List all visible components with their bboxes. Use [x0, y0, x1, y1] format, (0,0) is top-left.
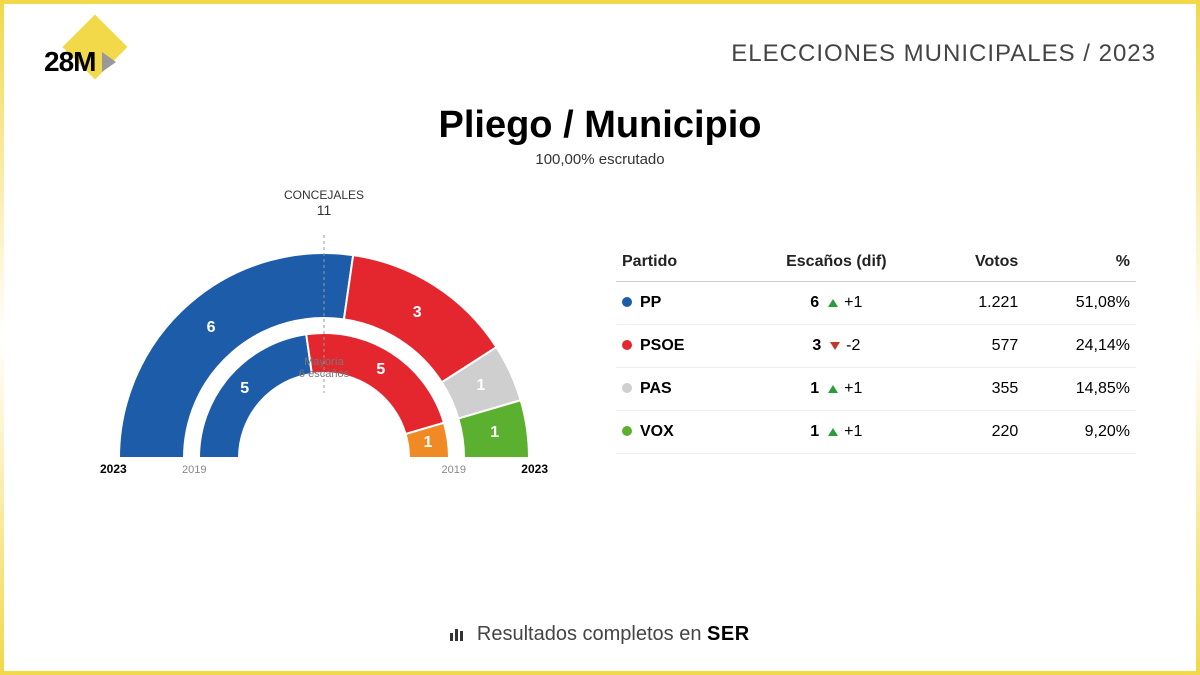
results-table: PartidoEscaños (dif)Votos% PP6 +11.22151…: [616, 243, 1136, 454]
year-outer-left: 2023: [100, 462, 127, 476]
table-row: VOX1 +12209,20%: [616, 410, 1136, 453]
table-header: Escaños (dif): [742, 243, 932, 282]
table-header: %: [1024, 243, 1136, 282]
hemicycle-chart: CONCEJALES 11 Mayoría 6 escaños 2023 202…: [64, 188, 584, 508]
subtitle: 100,00% escrutado: [4, 151, 1196, 168]
segment-label: 1: [476, 377, 485, 395]
arc-svg: [64, 188, 584, 508]
bars-icon: [450, 624, 465, 647]
year-inner-right: 2019: [442, 464, 466, 476]
segment-label: 5: [376, 361, 385, 379]
year-outer-right: 2023: [521, 462, 548, 476]
table-row: PSOE3 -257724,14%: [616, 324, 1136, 367]
footer-brand: SER: [707, 623, 750, 645]
header: 28M ELECCIONES MUNICIPALES / 2023: [4, 4, 1196, 94]
logo-28m: 28M: [44, 24, 134, 84]
footer-text: Resultados completos en: [477, 623, 707, 645]
page-title: Pliego / Municipio: [4, 104, 1196, 147]
majority-label: Mayoría 6 escaños: [299, 356, 349, 380]
segment-label: 1: [490, 424, 499, 442]
segment-label: 1: [423, 434, 432, 452]
year-inner-left: 2019: [182, 464, 206, 476]
chart-top-label: CONCEJALES 11: [284, 188, 364, 218]
table-row: PP6 +11.22151,08%: [616, 281, 1136, 324]
header-title: ELECCIONES MUNICIPALES / 2023: [731, 40, 1156, 68]
footer: Resultados completos en SER: [4, 623, 1196, 647]
title-block: Pliego / Municipio 100,00% escrutado: [4, 104, 1196, 168]
table-row: PAS1 +135514,85%: [616, 367, 1136, 410]
segment-label: 5: [240, 380, 249, 398]
logo-text: 28M: [44, 46, 95, 78]
segment-label: 6: [207, 319, 216, 337]
table-header: Partido: [616, 243, 742, 282]
segment-label: 3: [413, 304, 422, 322]
table-header: Votos: [931, 243, 1024, 282]
